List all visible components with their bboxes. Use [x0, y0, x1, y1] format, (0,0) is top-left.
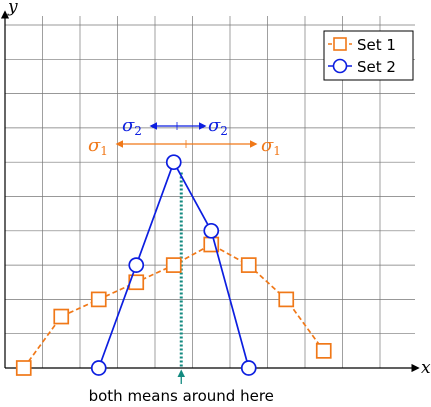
series-2-point [203, 222, 220, 239]
series-1-point [240, 257, 257, 273]
legend: Set 1 Set 2 [323, 30, 414, 81]
legend-set2-label: Set 2 [357, 58, 396, 76]
series-1-point [90, 291, 107, 308]
series-1-point [315, 343, 332, 359]
series-2-point [240, 360, 257, 376]
series-1-point [53, 308, 70, 325]
sigma2-right-label: σ2 [208, 115, 228, 138]
series-1-point [15, 360, 32, 376]
series-layer [15, 154, 332, 376]
sigma-annotations: σ1 σ1 σ2 σ2 [88, 115, 281, 158]
series-2-point [128, 257, 145, 273]
legend-set2-marker [332, 58, 348, 74]
mean-label: both means around here [89, 387, 274, 405]
series-1-point [278, 291, 295, 308]
x-axis-label: x [421, 358, 431, 378]
y-axis-label: y [7, 0, 18, 17]
sigma1-right-label: σ1 [261, 135, 281, 158]
series-2 [90, 154, 257, 376]
legend-set1-label: Set 1 [357, 36, 396, 54]
series-2-point [165, 154, 182, 171]
series-1 [15, 236, 332, 376]
sigma1-left-label: σ1 [88, 135, 108, 158]
axes: x y [0, 0, 431, 378]
series-1-point [165, 257, 182, 273]
series-2-point [90, 360, 107, 376]
sigma2-left-label: σ2 [122, 115, 142, 138]
legend-set1-marker [333, 37, 347, 51]
